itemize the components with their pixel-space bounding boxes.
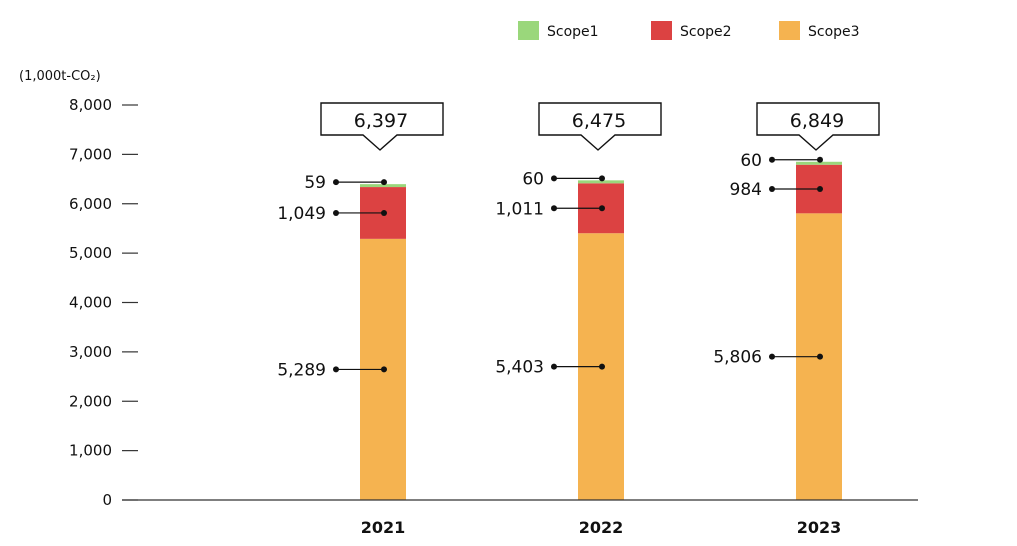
- leader-dot: [599, 363, 605, 370]
- leader-dot: [769, 156, 775, 163]
- value-label-scope2: 984: [730, 180, 762, 200]
- legend-label-scope2: Scope2: [680, 24, 732, 40]
- legend-swatch-scope1: [518, 21, 539, 40]
- leader-dot: [817, 353, 823, 360]
- x-category-label: 2021: [361, 518, 406, 537]
- total-label: 6,475: [572, 110, 626, 132]
- value-label-scope1: 59: [304, 173, 326, 193]
- bar-scope1-2022: [578, 180, 624, 184]
- y-axis-unit-label: (1,000t-CO₂): [19, 69, 101, 84]
- leader-dot: [551, 175, 557, 182]
- leader-dot: [817, 156, 823, 163]
- y-tick-label: 6,000: [69, 195, 112, 213]
- value-label-scope2: 1,011: [495, 199, 544, 219]
- value-label-scope3: 5,289: [277, 360, 326, 380]
- leader-dot: [769, 353, 775, 360]
- leader-dot: [381, 209, 387, 216]
- total-callouts: 6,397 6,475 6,849: [320, 102, 880, 151]
- value-label-scope3: 5,806: [713, 348, 762, 368]
- value-label-scope3: 5,403: [495, 358, 544, 378]
- legend-swatch-scope3: [779, 21, 800, 40]
- leader-dot: [551, 205, 557, 212]
- leader-dot: [551, 363, 557, 370]
- x-category-label: 2023: [797, 518, 842, 537]
- legend-label-scope3: Scope3: [808, 24, 860, 40]
- value-label-scope2: 1,049: [277, 204, 326, 224]
- y-tick-label: 4,000: [69, 294, 112, 312]
- total-callout-box: [320, 102, 444, 151]
- y-tick-label: 8,000: [69, 96, 112, 114]
- y-tick-label: 7,000: [69, 145, 112, 163]
- y-tick-label: 5,000: [69, 244, 112, 262]
- bar-scope1-2023: [796, 161, 842, 165]
- leader-dot: [333, 209, 339, 216]
- leader-dot: [817, 186, 823, 193]
- y-tick-label: 2,000: [69, 392, 112, 410]
- total-label: 6,849: [790, 110, 844, 132]
- leader-dot: [769, 186, 775, 193]
- leader-dot: [599, 205, 605, 212]
- value-label-scope1: 60: [522, 169, 544, 189]
- total-callout-box: [538, 102, 662, 151]
- bars: [360, 161, 842, 501]
- leader-dot: [381, 179, 387, 186]
- x-axis: 2021 2022 2023: [122, 499, 918, 537]
- legend-label-scope1: Scope1: [547, 24, 599, 40]
- total-label: 6,397: [354, 110, 408, 132]
- y-tick-label: 1,000: [69, 442, 112, 460]
- legend-swatch-scope2: [651, 21, 672, 40]
- y-tick-label: 0: [102, 491, 112, 509]
- leader-dot: [381, 366, 387, 373]
- data-labels: 59 1,049 5,289 60 1,011 5,403 60 984 5,806: [277, 151, 823, 380]
- leader-dot: [333, 179, 339, 186]
- legend: Scope1 Scope2 Scope3: [518, 21, 860, 40]
- x-category-label: 2022: [579, 518, 624, 537]
- leader-dot: [333, 366, 339, 373]
- leader-dot: [599, 175, 605, 182]
- y-tick-label: 3,000: [69, 343, 112, 361]
- y-axis: 0 1,000 2,000 3,000 4,000 5,000 6,000 7,000 8,00…: [69, 96, 138, 509]
- value-label-scope1: 60: [740, 151, 762, 171]
- total-callout-box: [756, 102, 880, 151]
- bar-scope1-2021: [360, 184, 406, 188]
